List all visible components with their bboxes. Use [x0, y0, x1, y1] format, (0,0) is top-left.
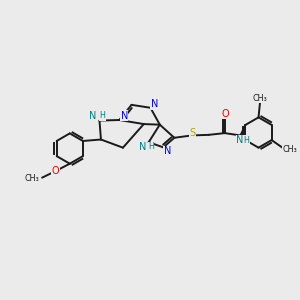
Text: H: H	[148, 142, 154, 151]
Text: H: H	[100, 111, 105, 120]
Text: N: N	[236, 135, 244, 146]
Text: CH₃: CH₃	[282, 145, 297, 154]
Text: N: N	[89, 111, 97, 121]
Text: H: H	[243, 136, 249, 145]
Text: S: S	[189, 128, 195, 137]
Text: O: O	[221, 109, 229, 119]
Text: CH₃: CH₃	[253, 94, 268, 103]
Text: N: N	[121, 111, 128, 121]
Text: N: N	[164, 146, 171, 157]
Text: N: N	[139, 142, 146, 152]
Text: CH₃: CH₃	[24, 174, 39, 183]
Text: O: O	[52, 166, 60, 176]
Text: N: N	[151, 99, 158, 109]
